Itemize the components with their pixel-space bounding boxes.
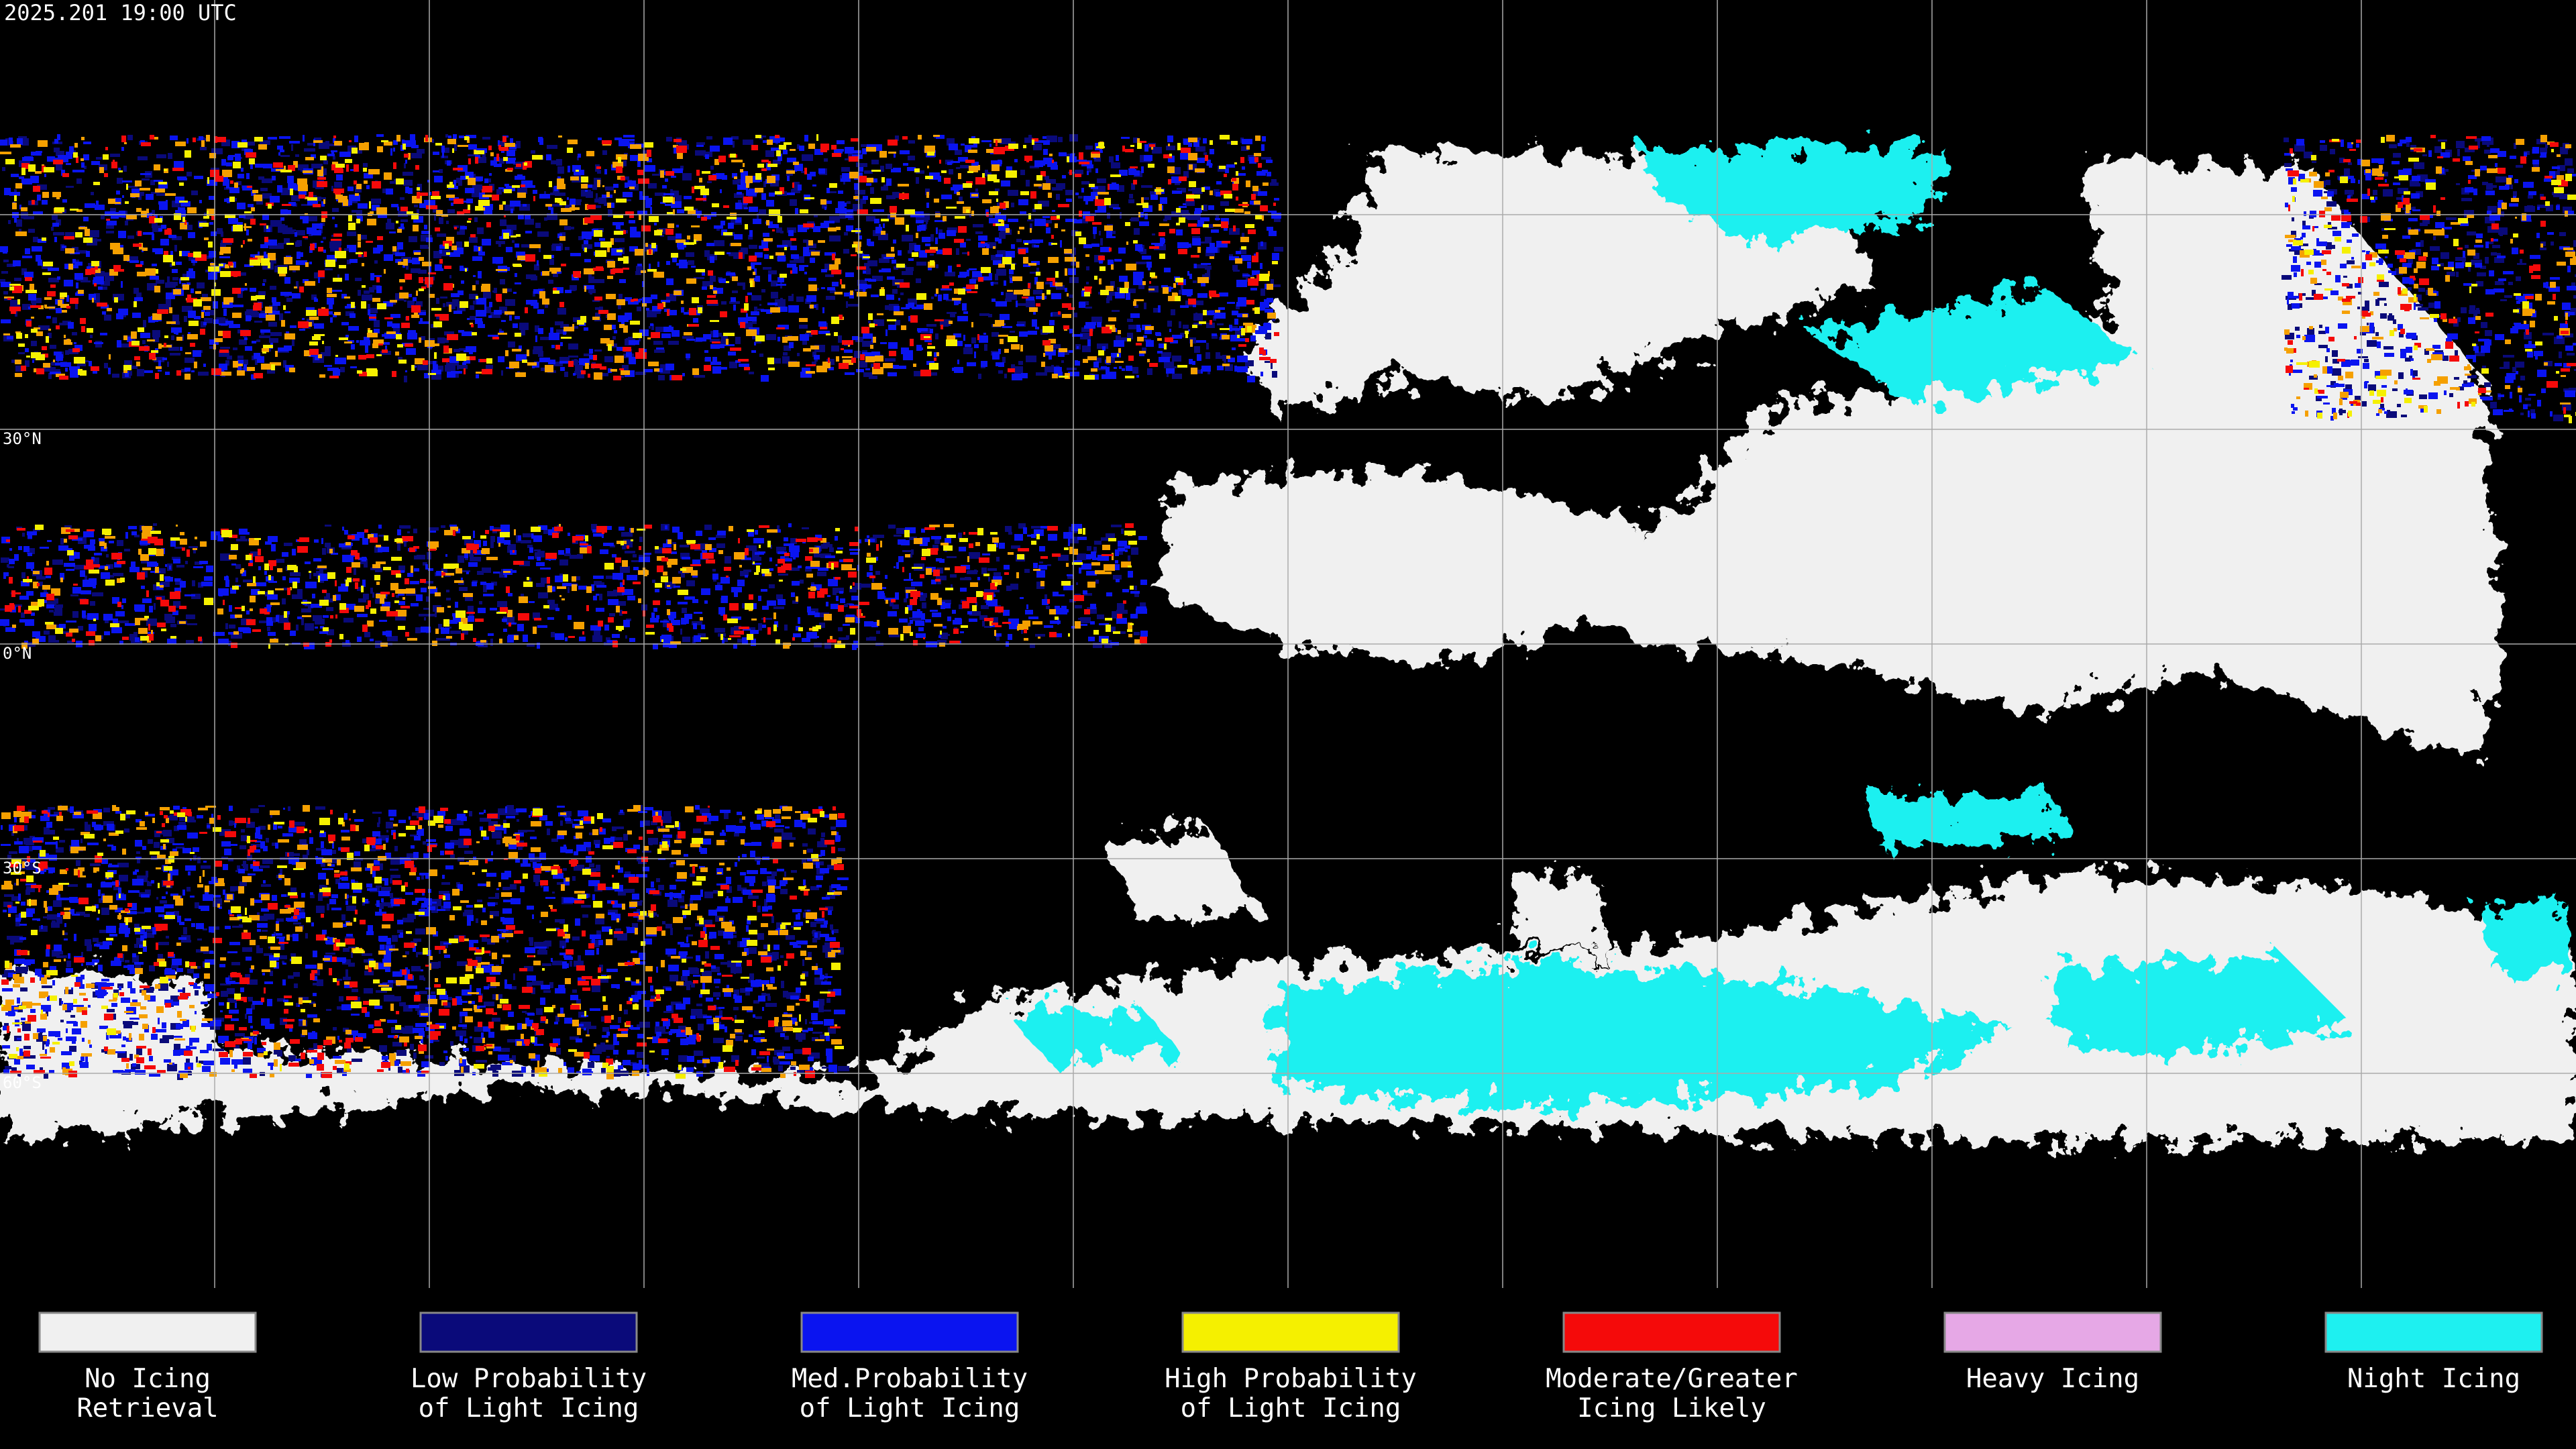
legend-label: of Light Icing <box>800 1393 1020 1424</box>
latitude-label: 0°N <box>3 644 32 663</box>
latitude-label: 30°S <box>3 859 42 877</box>
legend-label: Moderate/Greater <box>1546 1364 1798 1394</box>
legend-label: of Light Icing <box>419 1393 639 1424</box>
graticule <box>0 0 2576 1288</box>
legend-swatch <box>1181 1311 1400 1353</box>
legend-label: of Light Icing <box>1181 1393 1401 1424</box>
legend-label: Heavy Icing <box>1966 1364 2139 1394</box>
timestamp: 2025.201 19:00 UTC <box>4 0 237 25</box>
legend-label: Med.Probability <box>792 1364 1028 1394</box>
legend-label: High Probability <box>1165 1364 1417 1394</box>
no-icing-region <box>2080 161 2381 416</box>
no-icing-region <box>1107 825 1610 953</box>
legend-swatch <box>1943 1311 2162 1353</box>
latitude-label: 30°N <box>3 429 42 448</box>
latitude-label: 60°S <box>3 1073 42 1092</box>
legend-label: No Icing <box>85 1364 211 1394</box>
night-icing-region <box>1644 148 2147 402</box>
legend-label: Night Icing <box>2347 1364 2520 1394</box>
legend-label: Retrieval <box>76 1393 218 1424</box>
legend-label: Icing Likely <box>1577 1393 1766 1424</box>
legend-label: Low Probability <box>411 1364 647 1394</box>
legend-swatch <box>1562 1311 1781 1353</box>
latitude-labels: 30°N 0°N 30°S 60°S <box>3 429 42 1092</box>
night-icing-region <box>1006 953 2348 1060</box>
night-icing-region <box>1865 792 2569 973</box>
legend-swatch <box>38 1311 257 1353</box>
legend-swatch <box>2324 1311 2543 1353</box>
no-icing-region <box>1154 470 1644 664</box>
legend-swatch <box>800 1311 1019 1353</box>
night-icing-region <box>1275 959 2012 1107</box>
legend-swatch <box>419 1311 638 1353</box>
